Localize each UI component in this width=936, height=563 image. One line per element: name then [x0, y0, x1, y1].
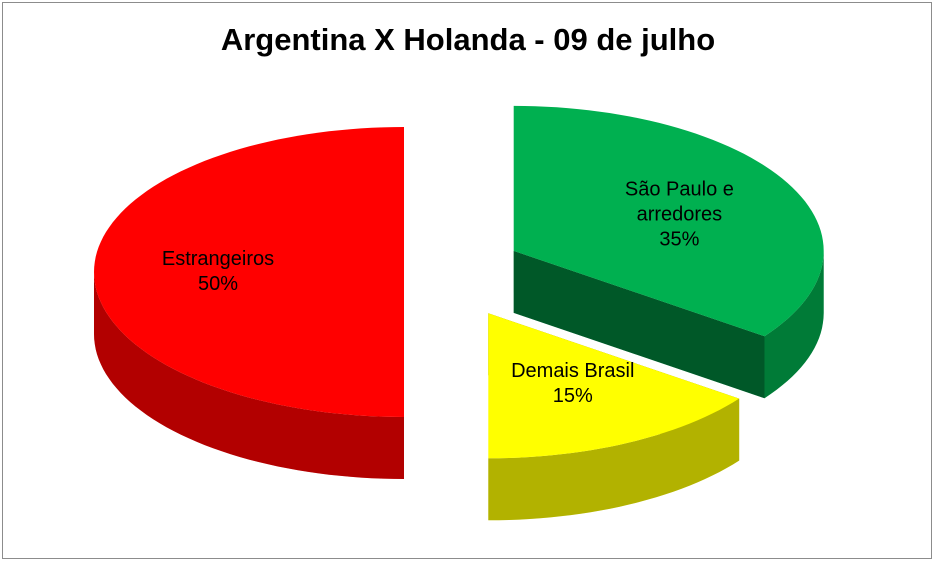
value-label: 35%	[659, 228, 700, 251]
slice-top	[513, 105, 824, 337]
category-label: São Paulo e arredores	[624, 178, 734, 226]
slice-shade	[764, 250, 824, 399]
value-label: 15%	[552, 385, 593, 408]
slice-shade	[513, 250, 765, 399]
slice	[513, 105, 824, 399]
data-label: São Paulo e arredores 35%	[604, 177, 754, 252]
slice-wall	[764, 250, 824, 399]
category-label: Estrangeiros	[161, 248, 275, 270]
slice-wall	[488, 398, 740, 521]
data-label: Demais Brasil 15%	[511, 359, 634, 409]
slice	[94, 127, 404, 479]
slice-shade	[488, 398, 740, 521]
value-label: 50%	[197, 273, 239, 295]
data-label: Estrangeiros 50%	[162, 247, 274, 297]
category-label: Demais Brasil	[511, 360, 635, 383]
slice	[488, 313, 740, 521]
slice-top	[488, 313, 740, 459]
slice-wall	[94, 272, 404, 479]
slice-top	[94, 127, 404, 417]
slice-shade	[94, 272, 404, 479]
chart-title: Argentina X Holanda - 09 de julho	[220, 22, 716, 57]
